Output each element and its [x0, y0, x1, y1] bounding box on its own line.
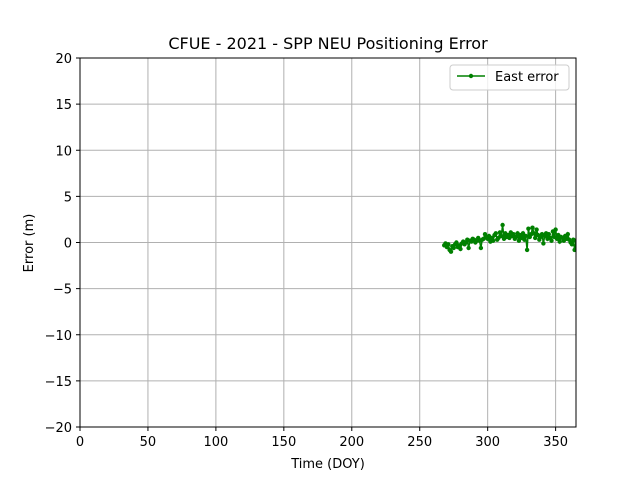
y-axis-label: Error (m)	[22, 214, 37, 273]
data-point	[520, 231, 526, 236]
x-tick-label: 350	[543, 435, 568, 450]
data-point	[554, 236, 560, 241]
data-point	[524, 247, 530, 253]
data-point	[557, 239, 562, 244]
series-layer	[442, 222, 576, 254]
x-axis-label: Time (DOY)	[290, 457, 365, 472]
data-point	[448, 249, 454, 254]
y-tick-label: −20	[45, 421, 72, 436]
y-tick-label: 15	[55, 98, 72, 113]
legend-box	[449, 64, 570, 91]
x-tick-label: 100	[203, 435, 228, 450]
legend-label-east-error: East error	[495, 70, 559, 85]
x-axis-ticks: 0 50 100 150 200 250 300 350	[76, 427, 568, 450]
data-point	[514, 234, 519, 240]
legend: East error	[449, 64, 570, 91]
data-point	[573, 238, 576, 243]
data-point	[451, 245, 456, 251]
data-point	[565, 232, 570, 237]
data-point	[511, 232, 516, 237]
data-point	[500, 222, 505, 228]
x-tick-label: 250	[407, 435, 432, 450]
data-point	[549, 238, 554, 243]
x-tick-label: 0	[76, 435, 84, 450]
data-point	[553, 227, 558, 232]
data-point	[546, 232, 551, 237]
data-point	[541, 241, 546, 246]
y-tick-label: 5	[64, 190, 72, 205]
data-point	[534, 227, 539, 232]
y-tick-label: 0	[64, 237, 72, 252]
data-point	[572, 247, 576, 253]
x-tick-label: 50	[140, 435, 157, 450]
data-point	[533, 235, 538, 241]
data-point	[523, 233, 528, 239]
data-point	[478, 245, 484, 251]
y-axis-ticks: −20 −15 −10 −5 0 5 10 15 20	[45, 52, 80, 436]
data-point	[531, 231, 537, 236]
data-point	[522, 237, 527, 242]
x-tick-label: 150	[271, 435, 296, 450]
y-tick-label: 20	[55, 52, 72, 67]
data-point	[526, 226, 531, 231]
data-point	[466, 245, 471, 251]
data-point	[499, 233, 504, 239]
x-tick-label: 300	[475, 435, 500, 450]
data-point	[569, 242, 575, 247]
data-point	[490, 238, 496, 243]
data-point	[454, 240, 459, 245]
chart-title: CFUE - 2021 - SPP NEU Positioning Error	[168, 34, 488, 53]
y-tick-label: −10	[45, 329, 72, 344]
data-point	[497, 230, 503, 235]
data-point	[516, 238, 522, 243]
y-tick-label: −5	[53, 283, 72, 298]
data-point	[458, 246, 463, 252]
data-point	[446, 242, 451, 247]
data-point	[530, 225, 535, 230]
y-tick-label: −15	[45, 375, 72, 390]
legend-marker	[468, 73, 474, 79]
y-tick-label: 10	[55, 144, 72, 159]
x-tick-label: 200	[339, 435, 364, 450]
data-point	[493, 231, 498, 236]
